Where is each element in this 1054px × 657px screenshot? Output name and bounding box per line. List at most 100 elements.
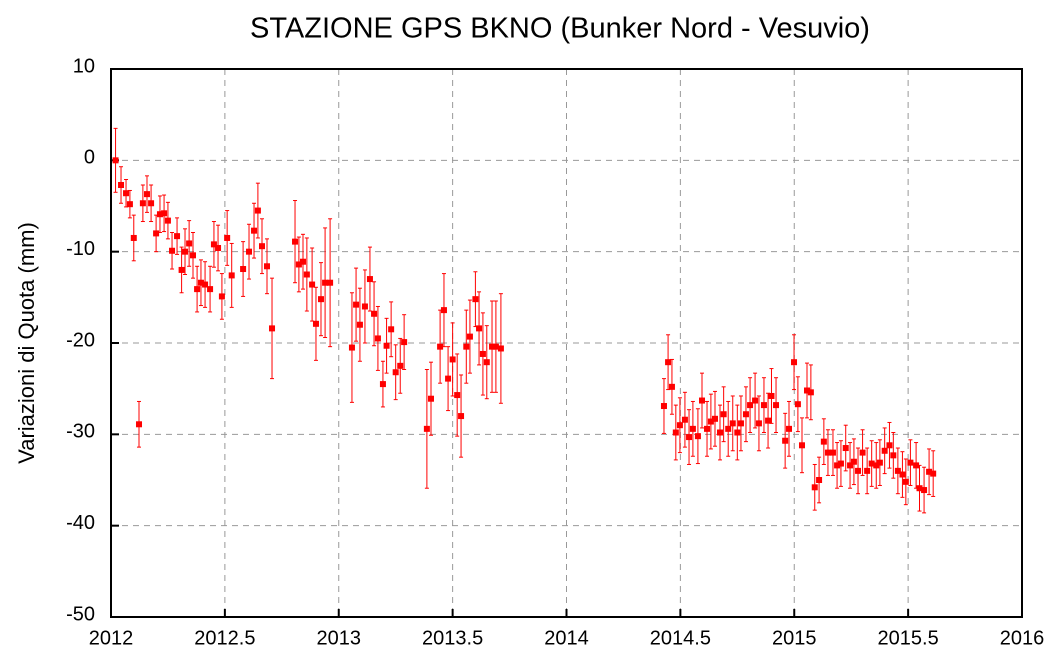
data-point [228, 272, 235, 279]
data-point [704, 425, 711, 432]
data-point [463, 343, 470, 350]
data-point [921, 487, 928, 494]
data-point [842, 445, 849, 452]
data-point [356, 321, 363, 328]
data-point [126, 201, 133, 208]
data-point [720, 411, 727, 418]
data-point [672, 429, 679, 436]
data-point [717, 429, 724, 436]
x-tick-label: 2014 [544, 627, 589, 649]
data-point [926, 468, 933, 475]
data-point [383, 342, 390, 349]
data-point [353, 301, 360, 308]
data-point [820, 438, 827, 445]
data-point [449, 356, 456, 363]
data-point [660, 403, 667, 410]
data-point [681, 416, 688, 423]
data-point [210, 241, 217, 248]
data-point [169, 247, 176, 254]
data-point [130, 234, 137, 241]
y-tick-label: -20 [66, 329, 95, 351]
data-point [246, 248, 253, 255]
data-point [445, 375, 452, 382]
y-axis-label: Variazioni di Quota (mm) [14, 222, 39, 464]
data-point [148, 200, 155, 207]
data-point [668, 383, 675, 390]
data-point [699, 397, 706, 404]
data-point [881, 447, 888, 454]
data-point [694, 433, 701, 440]
data-point [829, 449, 836, 456]
data-point [760, 402, 767, 409]
data-point [816, 477, 823, 483]
data-point [811, 484, 818, 491]
data-point [894, 467, 901, 474]
data-point [711, 415, 718, 422]
data-point [388, 326, 395, 333]
x-tick-label: 2015 [772, 627, 817, 649]
y-tick-label: 10 [73, 55, 95, 77]
data-point [737, 420, 744, 427]
x-tick-label: 2016 [1000, 627, 1045, 649]
data-point [729, 420, 736, 427]
data-point [458, 413, 465, 420]
data-point [707, 418, 714, 425]
plot-frame [110, 68, 1023, 618]
data-point [202, 281, 209, 288]
x-tick-label: 2014.5 [650, 627, 711, 649]
data-point [850, 458, 857, 465]
data-point [476, 325, 483, 332]
data-point [765, 417, 772, 424]
data-point [224, 234, 231, 241]
data-point [873, 462, 880, 469]
data-point [798, 442, 805, 449]
data-point [218, 293, 225, 300]
data-point [916, 485, 923, 492]
data-point [791, 359, 798, 366]
data-point [472, 296, 479, 303]
x-tick-label: 2012.5 [194, 627, 255, 649]
data-point [371, 310, 378, 317]
y-tick-label: -30 [66, 421, 95, 443]
data-point [112, 157, 119, 164]
data-point [317, 296, 324, 303]
data-point [847, 462, 854, 469]
chart-title: STAZIONE GPS BKNO (Bunker Nord - Vesuvio… [250, 13, 870, 45]
data-point [143, 191, 150, 198]
data-point [174, 233, 181, 240]
y-tick-label: 0 [84, 147, 95, 169]
data-point [725, 425, 732, 432]
data-point [182, 248, 189, 255]
data-point [240, 266, 247, 273]
data-point [913, 462, 920, 469]
data-point [782, 437, 789, 444]
data-point [676, 422, 683, 429]
data-point [123, 190, 130, 197]
data-point [361, 303, 368, 310]
data-point [295, 261, 302, 268]
data-point [734, 429, 741, 436]
data-point [197, 279, 204, 286]
data-point [479, 350, 486, 357]
x-tick-label: 2013.5 [422, 627, 483, 649]
data-point [194, 286, 201, 293]
y-tick-label: -50 [66, 603, 95, 625]
data-point [689, 425, 696, 432]
data-point [886, 442, 893, 449]
data-point [752, 397, 759, 404]
data-point [251, 227, 258, 234]
data-point [427, 395, 434, 402]
data-point [156, 211, 163, 218]
data-point [747, 402, 754, 409]
data-point [755, 420, 762, 427]
data-point [890, 452, 897, 459]
data-point [665, 359, 672, 366]
data-point [215, 245, 222, 252]
data-point [902, 478, 909, 485]
data-point [401, 339, 408, 346]
data-point [794, 401, 801, 408]
data-point [258, 243, 265, 250]
data-point [489, 343, 496, 350]
data-point [768, 392, 775, 399]
data-point [348, 344, 355, 351]
